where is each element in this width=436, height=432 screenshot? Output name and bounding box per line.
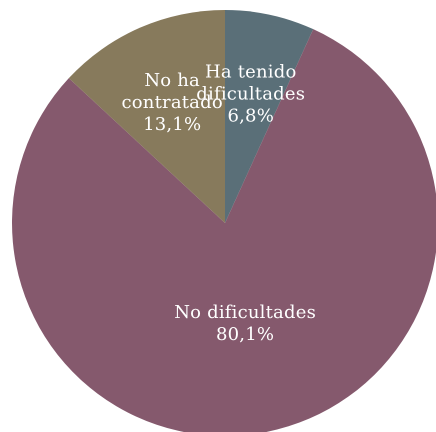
slice-name-label: No ha <box>144 70 200 91</box>
slice-value-label: 6,8% <box>227 105 274 126</box>
pie-slice-3 <box>68 10 225 223</box>
pie-slice-1 <box>225 10 314 223</box>
slice-label-2: No dificultades 80,1% <box>174 302 316 345</box>
slice-name-label: Ha tenido <box>205 61 297 82</box>
slice-value-label: 13,1% <box>143 114 201 135</box>
slice-label-3: No ha contratado 13,1% <box>121 70 222 135</box>
slice-name-label: dificultades <box>196 83 305 104</box>
pie-labels: Ha tenido dificultades 6,8% No dificultades… <box>121 61 316 345</box>
slice-value-label: 80,1% <box>216 324 274 345</box>
slice-label-1: Ha tenido dificultades 6,8% <box>196 61 305 126</box>
pie-slices <box>12 10 436 432</box>
slice-name-label: contratado <box>121 92 222 113</box>
pie-slice-2 <box>12 29 436 432</box>
slice-name-label: No dificultades <box>174 302 316 323</box>
